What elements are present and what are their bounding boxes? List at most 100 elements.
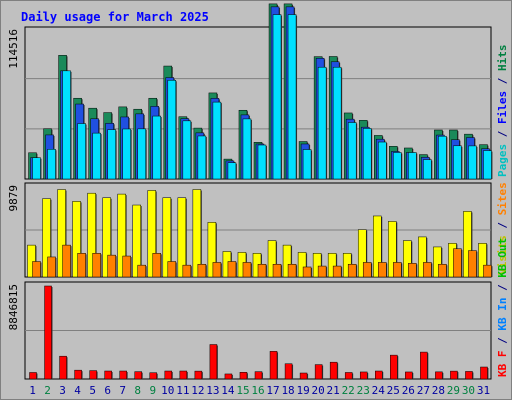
middle-bar-visits-4 [72,201,81,278]
top-bar-pages-9 [152,115,162,180]
bottom-bar-kb-f-21 [329,361,338,380]
bottom-max-label: 8846815 [7,284,20,330]
top-bar-pages-1 [32,157,41,180]
x-tick-label-19: 19 [296,384,309,397]
middle-bar-sites-18 [287,263,297,278]
bottom-legend-item-2: / [496,331,509,351]
middle-bar-visits-1 [27,244,36,278]
x-tick-label-1: 1 [29,384,36,397]
middle-bar-visits-26 [403,240,412,278]
bottom-bar-kb-f-12 [194,370,203,380]
x-tick-label-24: 24 [372,384,386,397]
x-tick-label-20: 20 [312,384,325,397]
middle-bar-sites-31 [483,264,492,278]
middle-bar-sites-30 [468,250,477,278]
x-tick-label-9: 9 [149,384,156,397]
bottom-bar-kb-f-26 [405,371,413,380]
middle-bar-visits-12 [192,189,202,278]
middle-max-label: 9879 [7,185,20,212]
x-tick-label-15: 15 [236,384,249,397]
x-tick-label-17: 17 [266,384,279,397]
top-legend-item-3: Files [496,91,509,124]
middle-bar-visits-5 [87,192,96,278]
x-tick-label-10: 10 [161,384,174,397]
bottom-bar-kb-f-15 [239,372,248,380]
x-tick-label-4: 4 [74,384,81,397]
top-bar-pages-3 [62,70,71,180]
middle-bar-visits-8 [132,204,141,278]
middle-legend: Visits / Sites [496,182,509,275]
top-bar-pages-12 [197,135,207,180]
x-tick-label-12: 12 [191,384,204,397]
middle-bar-visits-20 [312,253,322,278]
x-tick-label-6: 6 [104,384,111,397]
middle-bar-sites-7 [122,255,131,278]
middle-bar-visits-25 [388,221,397,278]
x-tick-label-8: 8 [134,384,141,397]
x-tick-label-13: 13 [206,384,219,397]
middle-bar-visits-7 [117,193,126,278]
bottom-legend-item-5: KB Out [496,238,509,278]
middle-bar-visits-19 [297,252,307,278]
top-bar-pages-4 [77,123,86,180]
middle-bar-sites-2 [47,256,56,278]
top-bar-pages-27 [423,159,432,180]
middle-bar-visits-24 [373,215,382,278]
middle-legend-item-3: Sites [496,182,509,215]
x-tick-label-28: 28 [432,384,445,397]
top-max-label: 114516 [7,29,20,69]
middle-bar-sites-16 [257,263,267,278]
bottom-legend-item-1: KB F [496,351,509,378]
chart-title: Daily usage for March 2025 [21,10,209,24]
middle-bar-sites-8 [137,264,146,278]
top-bar-pages-8 [137,128,146,180]
top-bar-pages-28 [438,135,447,180]
bottom-bar-kb-f-8 [134,371,142,380]
top-bar-pages-22 [347,122,357,180]
bottom-bar-kb-f-16 [254,371,263,380]
middle-bar-sites-20 [317,265,327,278]
bottom-bar-kb-f-22 [344,372,353,380]
x-tick-label-30: 30 [462,384,475,397]
top-bar-pages-20 [317,66,327,180]
bottom-bar-kb-f-4 [74,369,82,380]
middle-bar-visits-28 [433,246,442,278]
middle-bar-visits-13 [207,222,217,278]
x-tick-label-25: 25 [387,384,400,397]
middle-bar-sites-9 [152,253,162,278]
x-tick-label-29: 29 [447,384,460,397]
top-legend-item-2: / [496,124,509,144]
middle-bar-sites-5 [92,253,101,278]
middle-bar-sites-13 [212,262,222,278]
middle-legend-item-2: / [496,215,509,235]
bottom-bar-kb-f-17 [269,351,278,380]
top-bar-pages-7 [122,128,131,180]
top-bar-pages-25 [393,152,402,180]
bottom-bar-kb-f-10 [164,370,173,380]
middle-bar-sites-1 [32,261,41,278]
middle-bar-visits-30 [463,211,472,278]
bottom-legend: KB F / KB In / KB Out [496,238,509,377]
bottom-bar-kb-f-30 [465,371,473,380]
bottom-bar-kb-f-2 [44,285,52,380]
top-legend: Pages / Files / Hits [496,45,509,178]
middle-bar-visits-2 [42,198,51,278]
bottom-bar-kb-f-28 [435,371,443,380]
bottom-bar-kb-f-24 [375,370,383,380]
middle-bar-sites-11 [182,264,192,278]
bottom-bar-kb-f-9 [149,372,158,380]
x-tick-label-16: 16 [251,384,264,397]
bottom-bar-kb-f-3 [59,355,67,380]
top-legend-item-4: / [496,71,509,91]
x-tick-label-22: 22 [342,384,355,397]
bottom-bar-kb-f-18 [284,363,293,380]
top-bar-pages-5 [92,132,101,180]
top-bar-pages-30 [468,145,477,180]
bottom-bar-kb-f-31 [480,366,488,380]
middle-bar-sites-19 [302,266,312,278]
bottom-bar-kb-f-11 [179,370,188,380]
bottom-bar-kb-f-19 [299,372,308,380]
bottom-bar-kb-f-29 [450,370,458,380]
